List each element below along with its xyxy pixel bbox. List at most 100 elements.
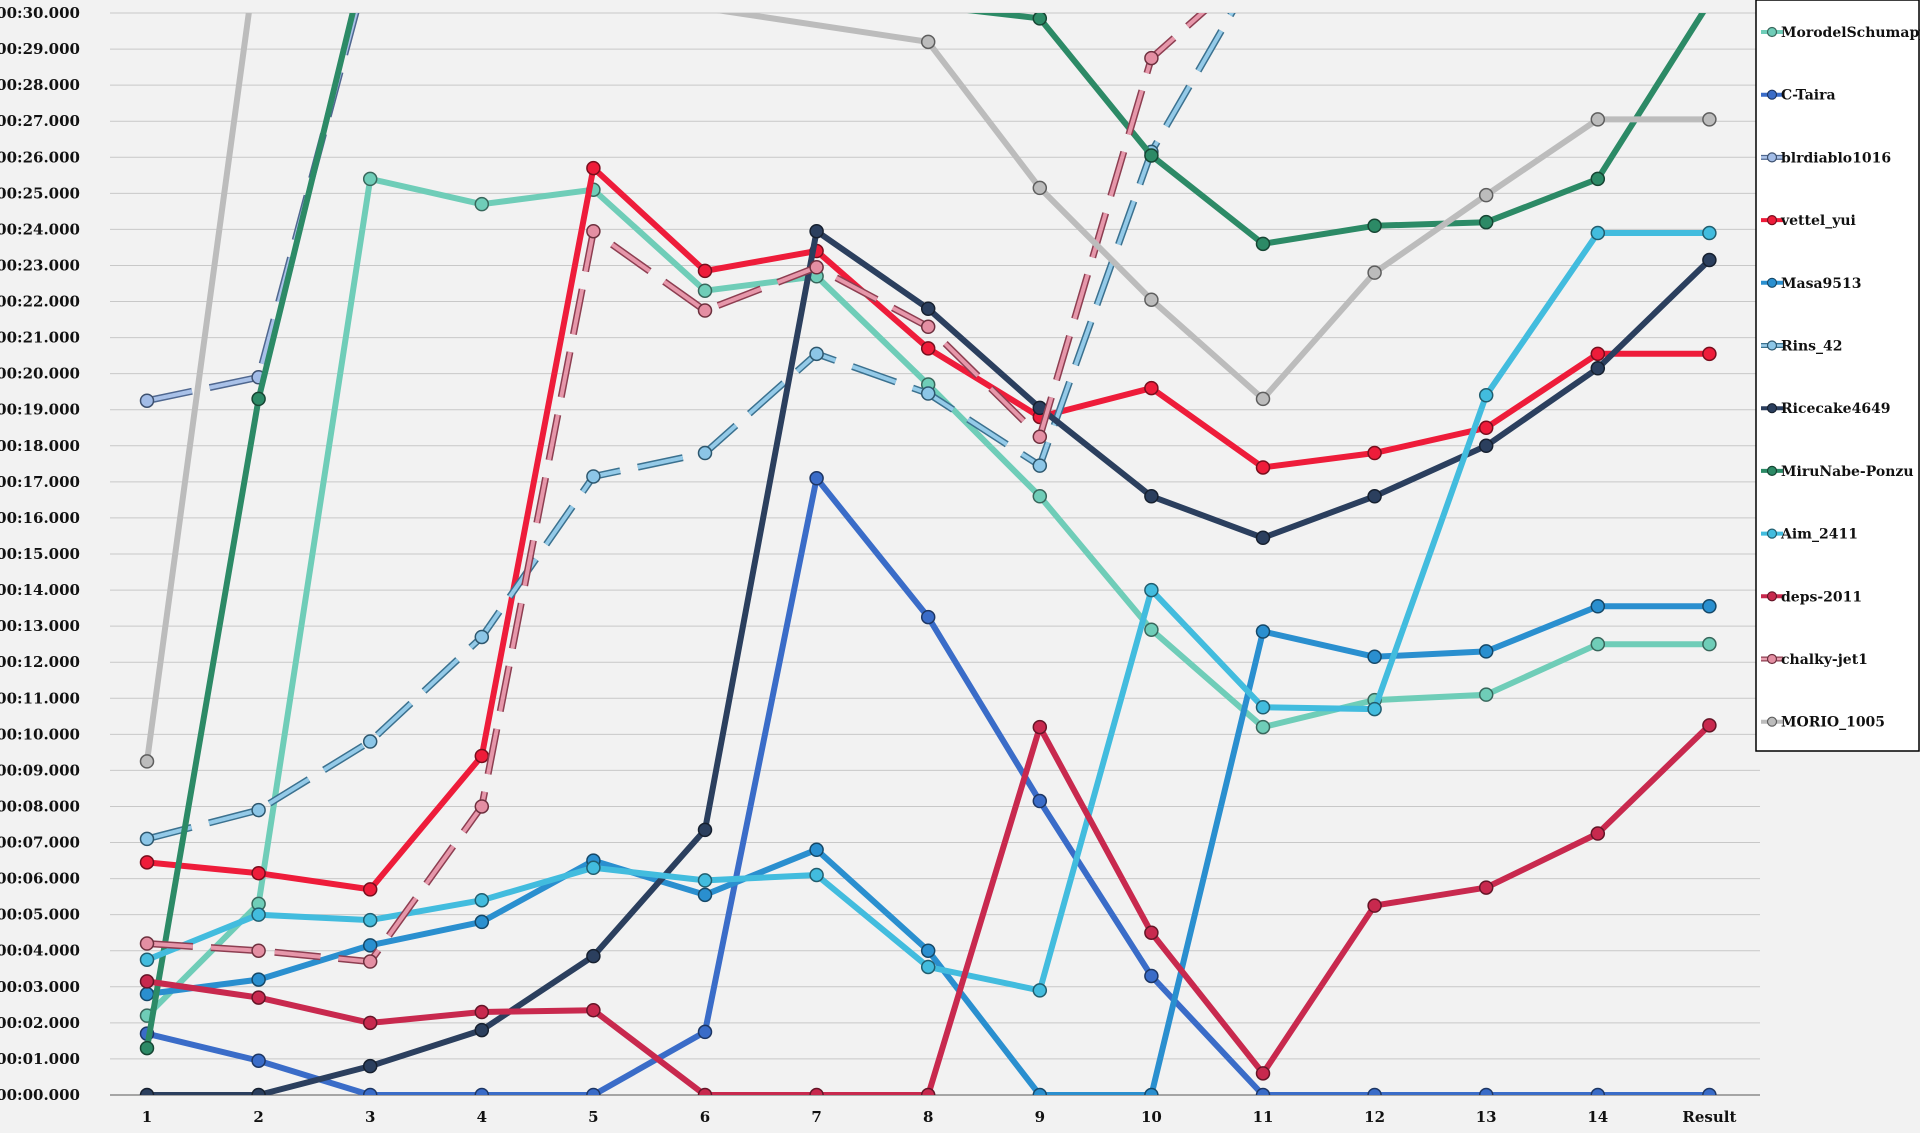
data-point [474,914,490,930]
data-point [809,867,824,883]
data-point [1255,460,1271,475]
x-tick-label: 7 [811,1108,821,1126]
data-point [1702,636,1717,652]
data-point [920,943,936,958]
y-tick-label: 00:18.000 [0,437,80,455]
legend-label: vettel_yui [1780,213,1856,229]
data-point [474,748,490,764]
data-point [251,391,266,407]
data-point [1590,361,1606,376]
data-point [1590,636,1606,652]
legend-label: Ricecake4649 [1781,401,1891,417]
data-point [1590,346,1606,362]
y-tick-label: 00:03.000 [0,978,80,996]
data-point [1478,1087,1494,1095]
legend-swatch-marker [1766,528,1778,539]
data-point [1702,1087,1717,1095]
y-tick-label: 00:24.000 [0,220,80,238]
y-tick-label: 00:22.000 [0,293,80,311]
legend-label: MiruNabe-Ponzu [1781,464,1914,480]
legend-swatch-marker [1766,403,1778,414]
legend-item: vettel_yui [1761,213,1856,229]
legend-item: blrdiablo1016 [1761,150,1891,166]
series-chalky-jet1 [139,13,1208,969]
data-point [1702,346,1717,362]
data-point [139,831,155,847]
legend-label: Aim_2411 [1780,527,1858,543]
data-point [1032,983,1048,998]
legend-item: chalky-jet1 [1761,652,1868,668]
data-point [920,386,936,401]
data-point [1032,719,1048,735]
data-point [251,972,266,987]
data-point [920,959,936,975]
data-point [809,223,824,239]
data-point [1032,429,1048,445]
data-point [1255,1087,1271,1095]
data-point [1590,826,1606,841]
legend-item: Aim_2411 [1761,527,1858,543]
data-point [251,1053,266,1068]
data-point [586,469,601,484]
y-tick-label: 00:17.000 [0,473,80,491]
x-tick-label: 9 [1035,1108,1045,1126]
data-point [920,609,936,625]
x-tick-label: 8 [923,1108,933,1126]
y-tick-label: 00:04.000 [0,942,80,960]
data-point [1032,458,1048,473]
series-line [146,723,1712,1095]
data-point [139,393,155,408]
data-point [362,882,378,897]
legend-label: deps-2011 [1781,589,1862,605]
data-point [1255,624,1271,639]
legend-swatch-marker [1766,591,1778,602]
data-point [139,936,155,951]
data-point [809,471,824,486]
legend-item: C-Taira [1761,88,1836,104]
y-tick-label: 00:30.000 [0,4,80,22]
data-point [697,873,713,888]
data-point [1702,112,1717,127]
data-point [1255,391,1271,407]
y-tick-label: 00:26.000 [0,148,80,166]
y-tick-label: 00:06.000 [0,870,80,888]
data-point [1144,968,1159,984]
y-tick-label: 00:14.000 [0,581,80,599]
series-MiruNabe-Ponzu [139,13,1707,1056]
legend-swatch-marker [1766,26,1778,38]
data-point [1255,236,1271,252]
y-tick-label: 00:23.000 [0,256,80,274]
data-point [139,974,155,989]
legend-swatch-marker [1766,465,1778,476]
data-point [1032,1087,1048,1095]
y-tick-label: 00:08.000 [0,797,80,815]
data-point [1702,599,1717,614]
data-point [697,887,713,903]
data-point [1144,292,1159,307]
data-point [139,754,155,769]
legend: MorodelSchumappa C-Taira blrdiablo1016 vett… [1755,0,1920,752]
data-point [586,160,601,176]
data-point [920,319,936,335]
legend-swatch-marker [1766,89,1778,100]
data-point [362,1058,378,1074]
legend-label: chalky-jet1 [1781,652,1868,668]
data-point [1367,898,1382,913]
data-point [474,1087,490,1095]
data-point [1255,719,1271,735]
data-point [586,1002,601,1018]
data-point [251,907,266,922]
y-tick-label: 00:15.000 [0,545,80,563]
data-point [251,1087,266,1095]
data-point [362,734,378,749]
data-point [586,860,601,876]
y-tick-label: 00:01.000 [0,1050,80,1068]
data-point [809,842,824,857]
series-Ricecake4649 [139,223,1717,1095]
legend-item: deps-2011 [1761,589,1862,605]
legend-label: Rins_42 [1781,339,1843,355]
data-point [251,865,266,881]
x-tick-label: 1 [142,1108,152,1126]
legend-label: Masa9513 [1781,276,1862,292]
